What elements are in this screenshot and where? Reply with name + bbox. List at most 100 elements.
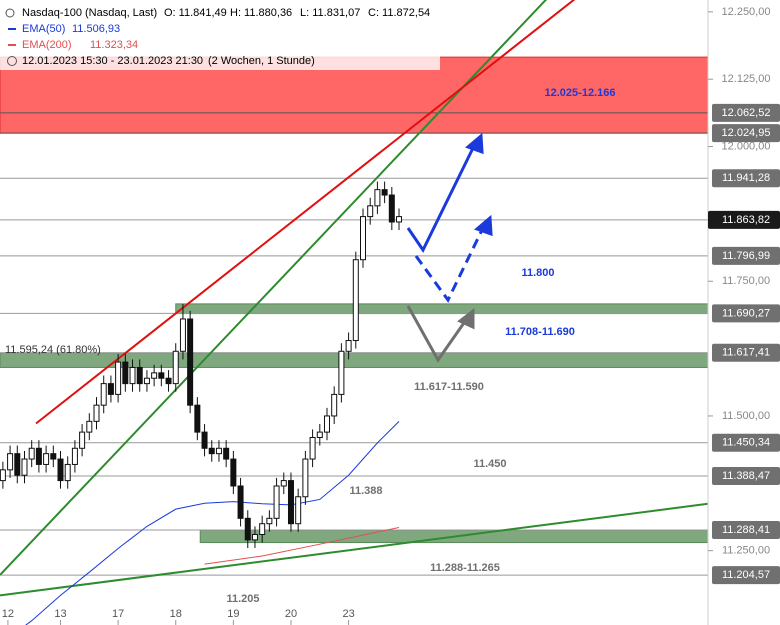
candle-body bbox=[57, 458, 64, 482]
candle-body bbox=[93, 404, 100, 422]
level-box bbox=[712, 467, 780, 486]
candle-body bbox=[251, 533, 258, 541]
y-tick-label: 12.000,00 bbox=[722, 140, 771, 152]
arrow bbox=[414, 227, 485, 303]
candle-body bbox=[208, 447, 215, 455]
candle-body bbox=[316, 431, 323, 438]
level-box bbox=[712, 246, 780, 265]
candle-body bbox=[187, 318, 194, 406]
x-tick-label: 17 bbox=[112, 608, 124, 620]
level-box bbox=[712, 520, 780, 539]
candle-body bbox=[280, 480, 287, 487]
level-label: 11.863,82 bbox=[722, 214, 770, 226]
annotation: 11.708-11.690 bbox=[505, 326, 575, 338]
y-tick-label: 12.125,00 bbox=[722, 73, 771, 85]
annotations: 12.025-12.166 11.800 11.708-11.690 11.617-1… bbox=[5, 87, 615, 605]
candle-body bbox=[151, 372, 158, 379]
level-box bbox=[712, 566, 780, 585]
candle-body bbox=[360, 216, 367, 261]
x-tick-label: 13 bbox=[54, 608, 66, 620]
candle-body bbox=[323, 415, 330, 433]
candle-body bbox=[107, 383, 114, 395]
ohlc: H: 11.880,36 bbox=[230, 7, 292, 19]
candle-body bbox=[179, 318, 186, 352]
annotation: 12.025-12.166 bbox=[545, 87, 616, 99]
candle-body bbox=[194, 404, 201, 433]
period: 12.01.2023 15:30 - 23.01.2023 21:30 bbox=[22, 55, 203, 67]
candle-body bbox=[122, 361, 129, 385]
candles bbox=[0, 181, 403, 548]
x-tick-label: 12 bbox=[2, 608, 14, 620]
level-label: 11.288,41 bbox=[722, 524, 770, 536]
candle-body bbox=[71, 447, 78, 465]
legend-bg bbox=[0, 0, 440, 70]
ohlc: L: 11.831,07 bbox=[300, 7, 360, 19]
candle-body bbox=[266, 517, 273, 525]
candle-body bbox=[43, 453, 50, 465]
candle-body bbox=[259, 523, 266, 535]
trend-line bbox=[35, 0, 576, 425]
arrow-head bbox=[465, 132, 484, 155]
candle-body bbox=[129, 366, 136, 385]
trend-line bbox=[0, 502, 708, 597]
lines bbox=[0, 0, 708, 625]
y-tick-label: 11.250,00 bbox=[722, 545, 770, 557]
candle-body bbox=[100, 383, 107, 406]
y-tick-label: 12.250,00 bbox=[722, 6, 771, 18]
candle-body bbox=[35, 447, 42, 465]
x-tick-label: 23 bbox=[342, 608, 354, 620]
candle-body bbox=[79, 431, 86, 449]
ema-line bbox=[204, 526, 400, 565]
y-tick-label: 11.750,00 bbox=[722, 275, 770, 287]
candle-body bbox=[86, 420, 93, 433]
candle-body bbox=[352, 259, 359, 342]
level-box bbox=[712, 169, 780, 188]
x-tick-label: 18 bbox=[170, 608, 182, 620]
level-box bbox=[712, 124, 780, 143]
candle-body bbox=[331, 393, 338, 417]
level-box bbox=[708, 210, 780, 229]
candle-body bbox=[287, 480, 294, 525]
arrows bbox=[406, 132, 493, 363]
ema-line bbox=[25, 420, 400, 625]
candle-body bbox=[64, 463, 71, 482]
candle-body bbox=[7, 453, 14, 471]
period-note: (2 Wochen, 1 Stunde) bbox=[208, 55, 315, 67]
candle-body bbox=[244, 517, 251, 541]
annotation: 11.617-11.590 bbox=[414, 381, 484, 393]
candle-body bbox=[237, 485, 244, 519]
legend-value: 11.506,93 bbox=[72, 23, 120, 35]
annotation: 11.205 bbox=[226, 593, 259, 605]
level-label: 11.690,27 bbox=[722, 307, 770, 319]
candle-body bbox=[165, 377, 172, 385]
candle-body bbox=[374, 189, 381, 207]
candle-body bbox=[21, 458, 28, 476]
arrow-head bbox=[457, 307, 475, 330]
level-label: 12.024,95 bbox=[722, 127, 771, 139]
level-box bbox=[712, 433, 780, 452]
annotation: 11.388 bbox=[349, 485, 382, 497]
ohlc: C: 11.872,54 bbox=[368, 7, 430, 19]
candle-body bbox=[381, 189, 388, 196]
candle-body bbox=[295, 496, 302, 525]
arrow-head bbox=[474, 214, 493, 237]
candle-body bbox=[158, 372, 165, 379]
candle-body bbox=[309, 437, 316, 460]
candle-body bbox=[302, 458, 309, 498]
level-label: 11.204,57 bbox=[722, 569, 770, 581]
level-label: 11.617,41 bbox=[722, 347, 770, 359]
level-box bbox=[712, 103, 780, 122]
candle-body bbox=[50, 453, 57, 460]
annotation: 11.595,24 (61.80%) bbox=[5, 344, 101, 356]
candle-body bbox=[230, 458, 237, 487]
candle-body bbox=[201, 431, 208, 449]
candle-body bbox=[338, 350, 345, 395]
arrow bbox=[406, 305, 468, 363]
instrument: Nasdaq-100 (Nasdaq, Last) bbox=[22, 7, 157, 19]
candle-body bbox=[136, 366, 143, 385]
level-label: 11.388,47 bbox=[722, 470, 770, 482]
level-box bbox=[712, 343, 780, 362]
legend-value: 11.323,34 bbox=[90, 39, 138, 51]
